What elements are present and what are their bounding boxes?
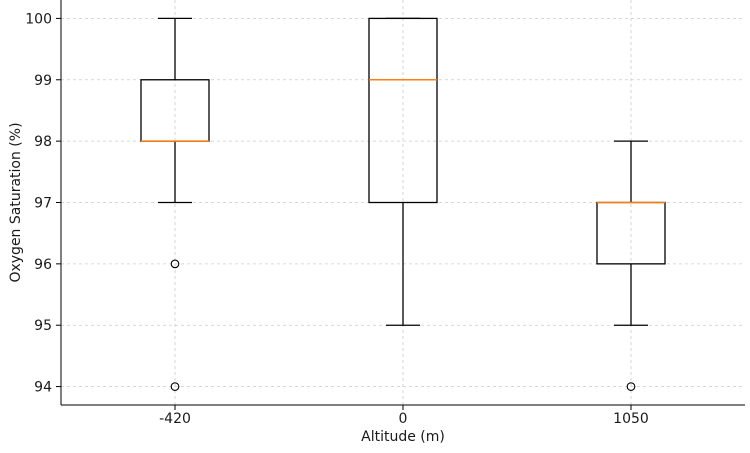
y-tick-label: 99 [34,73,52,89]
box-group [596,140,666,391]
box-group [140,17,210,391]
y-tick-label: 97 [34,196,52,212]
y-tick-label: 98 [34,134,52,150]
outlier-point [626,382,636,391]
y-axis-title: Oxygen Saturation (%) [8,122,24,282]
outlier-point [170,259,180,269]
x-tick-label: 1050 [613,411,649,427]
y-tick-label: 95 [34,318,52,334]
iqr-box [368,17,438,204]
box-group [368,17,438,326]
boxes-layer [140,17,666,391]
outlier-point [170,382,180,391]
y-tick-label: 94 [34,380,52,396]
labels-layer: 94 95 96 97 98 99 100 -420 0 1050 [25,11,649,427]
x-tick-label: 0 [399,411,408,427]
y-tick-label: 96 [34,257,52,273]
x-tick-label: -420 [159,411,191,427]
y-tick-label: 100 [25,11,52,27]
x-axis-title: Altitude (m) [361,429,445,445]
axes-layer [56,0,745,410]
